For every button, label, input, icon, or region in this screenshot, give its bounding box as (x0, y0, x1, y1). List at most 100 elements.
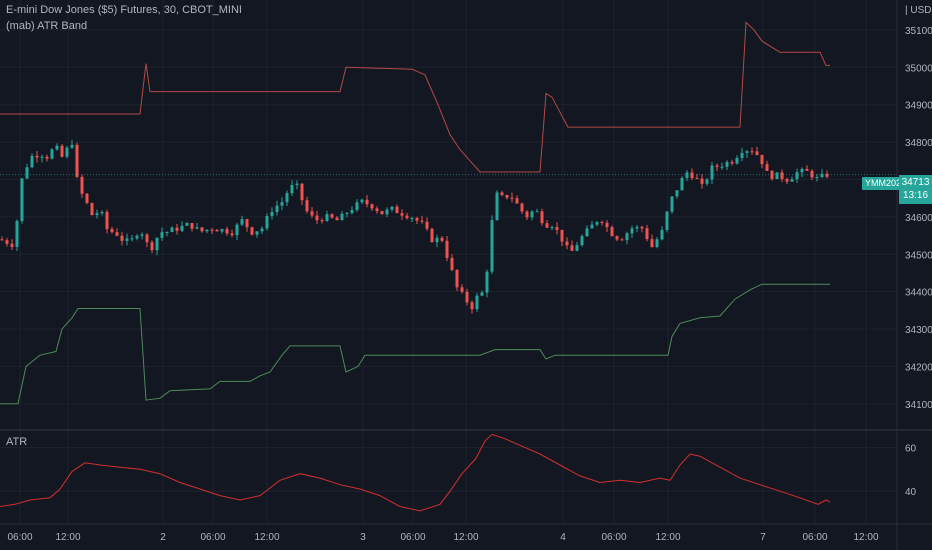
candle-body (785, 179, 789, 182)
candle-body (310, 211, 314, 216)
candle-body (480, 292, 484, 296)
candle-body (130, 238, 134, 240)
candle-body (445, 240, 449, 258)
candle-body (55, 145, 59, 150)
candle-body (755, 151, 759, 155)
candle-body (540, 211, 544, 224)
candle-body (440, 237, 444, 241)
candle-body (590, 224, 594, 229)
candle-body (190, 223, 194, 229)
lower-atr-band (0, 283, 830, 405)
candle-body (300, 183, 304, 201)
candle-body (220, 229, 224, 232)
candle-body (450, 257, 454, 270)
candle-body (585, 228, 589, 237)
candle-body (775, 172, 779, 179)
candle-body (325, 214, 329, 222)
candle-body (520, 203, 524, 212)
time-axis[interactable]: 06:00 12:00 2 06:00 12:00 3 06:00 12:00 4 06:00 12… (7, 532, 878, 543)
candle-body (30, 155, 34, 168)
time-tick-label: 7 (760, 532, 766, 543)
candle-body (750, 151, 754, 153)
candle-body (160, 232, 164, 238)
symbol-title[interactable]: E-mini Dow Jones ($5) Futures, 30, CBOT_… (6, 4, 242, 16)
candle-body (230, 233, 234, 236)
candle-body (185, 223, 189, 226)
candle-body (335, 217, 339, 221)
candle-body (425, 221, 429, 229)
candle-body (305, 200, 309, 212)
candle-body (155, 237, 159, 251)
candle-body (630, 228, 634, 234)
atr-axis[interactable]: 40 60 (905, 443, 917, 498)
time-tick-label: 06:00 (601, 532, 626, 543)
currency-label[interactable]: | USD (905, 5, 932, 16)
time-tick-label: 12:00 (853, 532, 878, 543)
candle-body (560, 229, 564, 242)
candle-body (790, 179, 794, 182)
time-tick-label: 12:00 (655, 532, 680, 543)
candle-body (270, 211, 274, 217)
candle-body (25, 167, 29, 179)
candle-body (340, 213, 344, 221)
price-tick-label: 34900 (905, 101, 932, 112)
candle-body (395, 206, 399, 214)
candle-body (390, 206, 394, 210)
candle-body (290, 185, 294, 194)
candle-body (105, 211, 109, 230)
candle-body (225, 229, 229, 234)
candle-body (380, 211, 384, 215)
candle-body (745, 151, 749, 153)
grid-lines (0, 0, 897, 524)
candle-body (530, 211, 534, 218)
ticker-badge: YMM2021 (862, 177, 910, 190)
price-tick-label: 34100 (905, 400, 932, 411)
candle-body (420, 220, 424, 222)
candle-body (245, 219, 249, 228)
candle-body (240, 219, 244, 225)
candle-body (475, 295, 479, 310)
time-tick-label: 06:00 (802, 532, 827, 543)
time-tick-label: 12:00 (254, 532, 279, 543)
bar-countdown: 13:16 (902, 190, 929, 201)
candle-body (350, 209, 354, 213)
candle-body (655, 239, 659, 248)
candle-body (675, 190, 679, 197)
candle-body (635, 226, 639, 229)
candle-body (75, 144, 79, 177)
candle-body (255, 231, 259, 235)
candle-body (670, 196, 674, 212)
candle-body (730, 162, 734, 164)
candle-body (400, 213, 404, 216)
candlestick-series (0, 140, 897, 314)
candle-body (40, 156, 44, 158)
candle-body (35, 155, 39, 158)
price-tick-label: 34800 (905, 138, 932, 149)
atr-line (0, 433, 831, 512)
candle-body (360, 199, 364, 203)
price-tick-label: 35100 (905, 26, 932, 37)
atr-pane-title[interactable]: ATR (6, 436, 28, 448)
candle-body (210, 229, 214, 231)
candle-body (355, 202, 359, 210)
indicator-title[interactable]: (mab) ATR Band (6, 20, 88, 32)
time-tick-label: 06:00 (7, 532, 32, 543)
time-tick-label: 2 (160, 532, 166, 543)
candle-body (565, 241, 569, 246)
candle-body (515, 198, 519, 204)
candle-body (365, 199, 369, 205)
currency-text: USD (910, 5, 932, 16)
time-tick-label: 4 (560, 532, 566, 543)
candle-body (430, 228, 434, 243)
atr-indicator-line (0, 433, 831, 512)
candle-body (95, 213, 99, 216)
candle-body (605, 222, 609, 228)
candle-body (695, 178, 699, 180)
price-tick-label: 34500 (905, 250, 932, 261)
candle-body (650, 239, 654, 248)
candle-body (740, 152, 744, 158)
atr-tick-label: 40 (905, 487, 917, 498)
price-tick-label: 35000 (905, 63, 932, 74)
candle-body (165, 232, 169, 234)
